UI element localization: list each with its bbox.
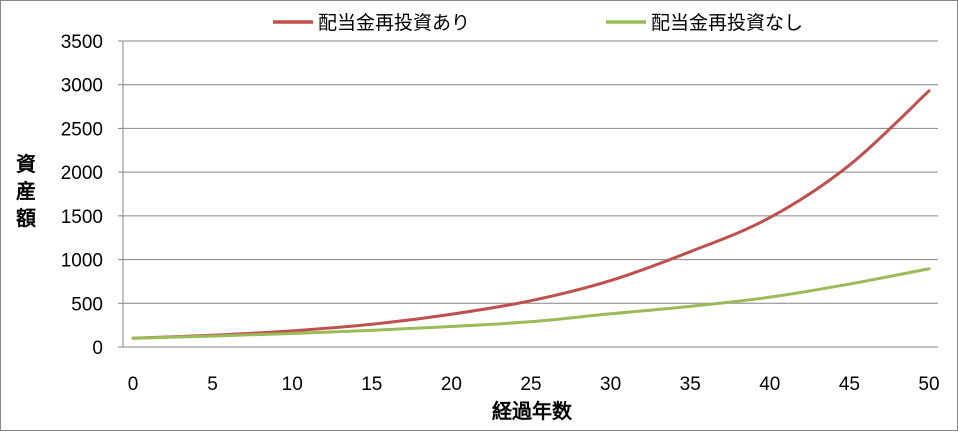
y-tick-label: 0	[92, 338, 103, 359]
legend-label-1: 配当金再投資あり	[318, 12, 470, 34]
x-tick-label: 0	[128, 374, 139, 395]
legend-label-2: 配当金再投資なし	[651, 12, 803, 34]
series-lines	[131, 89, 931, 340]
y-tick-label: 500	[71, 294, 103, 315]
x-tick-label: 20	[441, 374, 462, 395]
y-tick-label: 1500	[61, 207, 103, 228]
gridlines	[123, 40, 938, 304]
x-tick-label: 40	[759, 374, 780, 395]
x-tick-label: 25	[520, 374, 541, 395]
y-axis-label-char: 額	[15, 206, 36, 230]
x-tick-label: 45	[839, 374, 860, 395]
x-tick-label: 50	[918, 374, 939, 395]
y-tick-label: 2500	[61, 119, 103, 140]
legend: 配当金再投資あり 配当金再投資なし	[273, 12, 803, 34]
x-tick-labels: 0 5 10 15 20 25 30 35 40 45 50	[128, 374, 940, 395]
y-tick-label: 3500	[61, 32, 103, 53]
y-tick-label: 2000	[61, 163, 103, 184]
x-tick-label: 10	[282, 374, 303, 395]
series-line-2	[131, 267, 931, 340]
y-tick-label: 1000	[61, 251, 103, 272]
y-tick-labels: 0 500 1000 1500 2000 2500 3000 3500	[61, 32, 103, 359]
series-line-1	[131, 89, 931, 340]
x-tick-label: 30	[600, 374, 621, 395]
x-tick-label: 35	[680, 374, 701, 395]
y-axis-label-char: 資	[16, 152, 36, 176]
x-tick-label: 15	[361, 374, 382, 395]
x-tick-label: 5	[207, 374, 218, 395]
x-axis-label: 経過年数	[492, 399, 573, 423]
y-axis-label-char: 産	[16, 179, 36, 203]
axes	[118, 40, 938, 348]
y-axis-label: 資産額	[15, 152, 36, 230]
y-tick-label: 3000	[61, 76, 103, 97]
